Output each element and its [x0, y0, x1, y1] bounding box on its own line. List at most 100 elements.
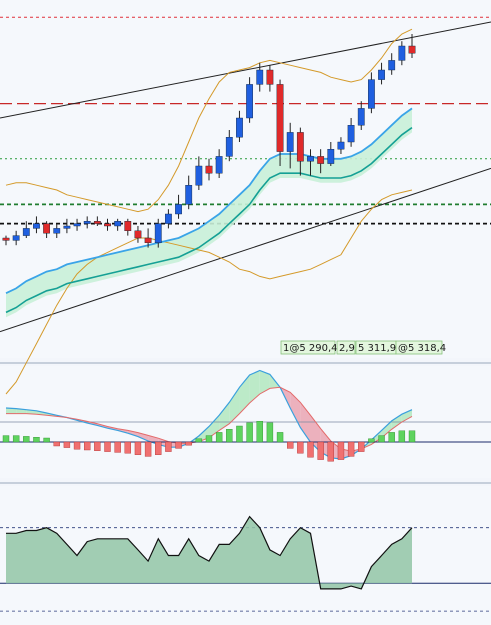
histogram-bar [398, 430, 406, 443]
histogram-bar [73, 441, 81, 450]
price-panel-bg [0, 0, 491, 358]
bullish-candle [53, 228, 61, 234]
bullish-candle [236, 117, 243, 138]
bullish-candle [256, 69, 264, 85]
bullish-candle [398, 45, 406, 61]
bullish-candle [286, 132, 294, 152]
quote-label: @5 318,4 [398, 343, 446, 354]
histogram-bar [297, 441, 304, 454]
bearish-candle [134, 230, 142, 239]
bullish-candle [357, 108, 365, 126]
bullish-candle [185, 184, 193, 205]
oscillator-fill [259, 370, 270, 394]
oscillator-fill [249, 370, 260, 403]
bullish-candle [327, 148, 335, 164]
histogram-bar [185, 441, 192, 446]
quote-label: 5 311,9 [358, 343, 396, 354]
bearish-candle [317, 156, 325, 164]
histogram-bar [276, 432, 284, 443]
histogram-bar [144, 441, 152, 457]
histogram-bar [2, 435, 10, 443]
bullish-candle [225, 136, 233, 157]
histogram-bar [287, 441, 294, 449]
histogram-bar [134, 441, 142, 456]
histogram-bar [63, 441, 71, 448]
bullish-candle [12, 235, 20, 241]
bearish-candle [2, 237, 10, 241]
bullish-candle [175, 204, 182, 215]
bullish-candle [378, 69, 385, 80]
bullish-candle [83, 220, 91, 224]
histogram-bar [408, 430, 416, 443]
histogram-bar [368, 438, 375, 443]
histogram-bar [266, 422, 274, 443]
histogram-bar [215, 432, 223, 443]
bullish-candle [164, 213, 172, 224]
bullish-candle [307, 156, 314, 162]
upper-band-line [5, 28, 413, 213]
quote-label: 1@5 290,4 [283, 343, 338, 354]
histogram-bar [347, 441, 355, 457]
quote-label-box [336, 340, 356, 355]
bearish-candle [408, 45, 416, 54]
bearish-candle [144, 237, 152, 244]
quote-label-box [280, 340, 336, 355]
upper-trend-line [0, 21, 491, 119]
histogram-bar [236, 425, 243, 443]
oscillator-fast-line [5, 369, 413, 460]
slow-ma-line [5, 126, 413, 314]
bullish-candle [195, 165, 203, 186]
histogram-bar [33, 437, 40, 443]
bullish-candle [73, 223, 81, 227]
bullish-candle [63, 225, 71, 229]
lower-trend-line [0, 167, 491, 333]
quote-label: 2,9 [339, 343, 355, 354]
histogram-bar [12, 435, 20, 443]
bullish-candle [388, 60, 396, 71]
bullish-candle [154, 223, 162, 244]
bullish-candle [114, 220, 122, 227]
histogram-bar [165, 441, 172, 452]
histogram-bar [195, 438, 203, 443]
bearish-candle [266, 69, 274, 85]
bullish-candle [347, 124, 355, 143]
histogram-bar [155, 441, 162, 456]
histogram-bar [327, 441, 334, 462]
histogram-bar [226, 429, 233, 443]
bearish-candle [296, 132, 304, 162]
oscillator-fill [381, 420, 392, 438]
oscillator-fill [290, 392, 301, 428]
indicator-line [6, 515, 413, 590]
histogram-bar [94, 441, 101, 452]
histogram-bar [175, 441, 182, 449]
oscillator-fill [229, 387, 240, 424]
bearish-candle [104, 223, 111, 227]
fast-ma-line [5, 107, 413, 295]
histogram-bar [337, 441, 345, 460]
histogram-bar [23, 436, 30, 443]
bullish-candle [368, 79, 375, 109]
bullish-candle [246, 84, 253, 119]
bullish-candle [33, 223, 40, 229]
oscillator-fill [6, 408, 17, 414]
histogram-bar [43, 437, 50, 443]
oscillator-fill [219, 402, 230, 431]
histogram-bar [358, 441, 365, 452]
lower-band-line [5, 189, 413, 395]
bullish-candle [215, 156, 223, 174]
bullish-candle [22, 228, 30, 236]
oscillator-fill [401, 409, 412, 422]
histogram-bar [246, 422, 253, 443]
bearish-candle [205, 165, 213, 174]
histogram-bar [307, 441, 314, 458]
quote-label-box [395, 340, 443, 355]
histogram-bar [317, 441, 324, 460]
histogram-bar [256, 421, 263, 443]
histogram-bar [114, 441, 121, 453]
histogram-bar [124, 441, 132, 454]
bearish-candle [93, 220, 101, 224]
oscillator-fill [127, 430, 138, 437]
histogram-bar [83, 441, 91, 451]
